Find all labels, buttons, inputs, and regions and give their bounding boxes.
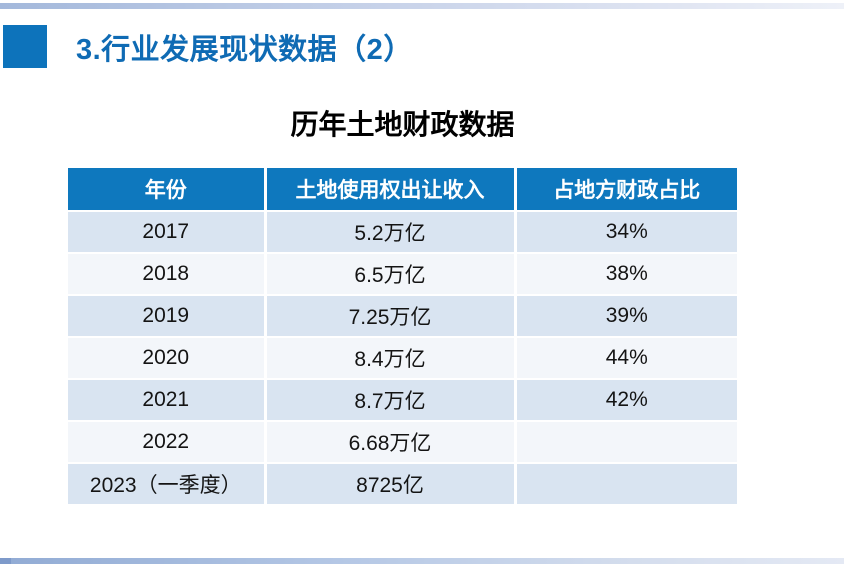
- bottom-accent-bar: [0, 558, 844, 564]
- table-cell: 6.68万亿: [265, 421, 517, 464]
- table-header-cell-share: 占地方财政占比: [515, 168, 737, 212]
- table-cell: 8.7万亿: [265, 379, 517, 422]
- table-cell: 2018: [68, 253, 267, 296]
- table-cell: 2019: [68, 295, 267, 338]
- table-cell: 2023（一季度）: [68, 463, 267, 504]
- table-row: 2019 7.25万亿 39%: [68, 295, 737, 338]
- table-title: 历年土地财政数据: [290, 109, 515, 140]
- table-cell: 2021: [68, 379, 267, 422]
- page-title: 3.行业发展现状数据（2）: [76, 34, 413, 66]
- table-cell: 2020: [68, 337, 267, 380]
- table-header-row: 年份 土地使用权出让收入 占地方财政占比: [68, 168, 737, 212]
- table-cell: 38%: [515, 253, 737, 296]
- table-row: 2023（一季度） 8725亿: [68, 463, 737, 504]
- table-cell: 8.4万亿: [265, 337, 517, 380]
- table-row: 2018 6.5万亿 38%: [68, 253, 737, 296]
- table-cell: 2022: [68, 421, 267, 464]
- data-table: 年份 土地使用权出让收入 占地方财政占比 2017 5.2万亿 34% 2018 6.5…: [68, 168, 737, 504]
- table-cell: [515, 421, 737, 464]
- table-cell: 5.2万亿: [265, 211, 517, 254]
- table-cell: 6.5万亿: [265, 253, 517, 296]
- table-row: 2022 6.68万亿: [68, 421, 737, 464]
- top-accent-bar: [0, 3, 844, 9]
- bottom-bar-left-cap: [0, 558, 11, 564]
- table-cell: 7.25万亿: [265, 295, 517, 338]
- table-header-cell-revenue: 土地使用权出让收入: [265, 168, 517, 212]
- table-cell: 8725亿: [265, 463, 517, 504]
- table-cell: 2017: [68, 211, 267, 254]
- table-cell: 39%: [515, 295, 737, 338]
- title-accent-square: [3, 25, 47, 68]
- table-cell: 42%: [515, 379, 737, 422]
- table-row: 2021 8.7万亿 42%: [68, 379, 737, 422]
- table-cell: 44%: [515, 337, 737, 380]
- table-header-cell-year: 年份: [68, 168, 267, 212]
- table-cell: 34%: [515, 211, 737, 254]
- table-row: 2020 8.4万亿 44%: [68, 337, 737, 380]
- table-cell: [515, 463, 737, 504]
- table-container: 年份 土地使用权出让收入 占地方财政占比 2017 5.2万亿 34% 2018 6.5…: [68, 168, 737, 504]
- table-row: 2017 5.2万亿 34%: [68, 211, 737, 254]
